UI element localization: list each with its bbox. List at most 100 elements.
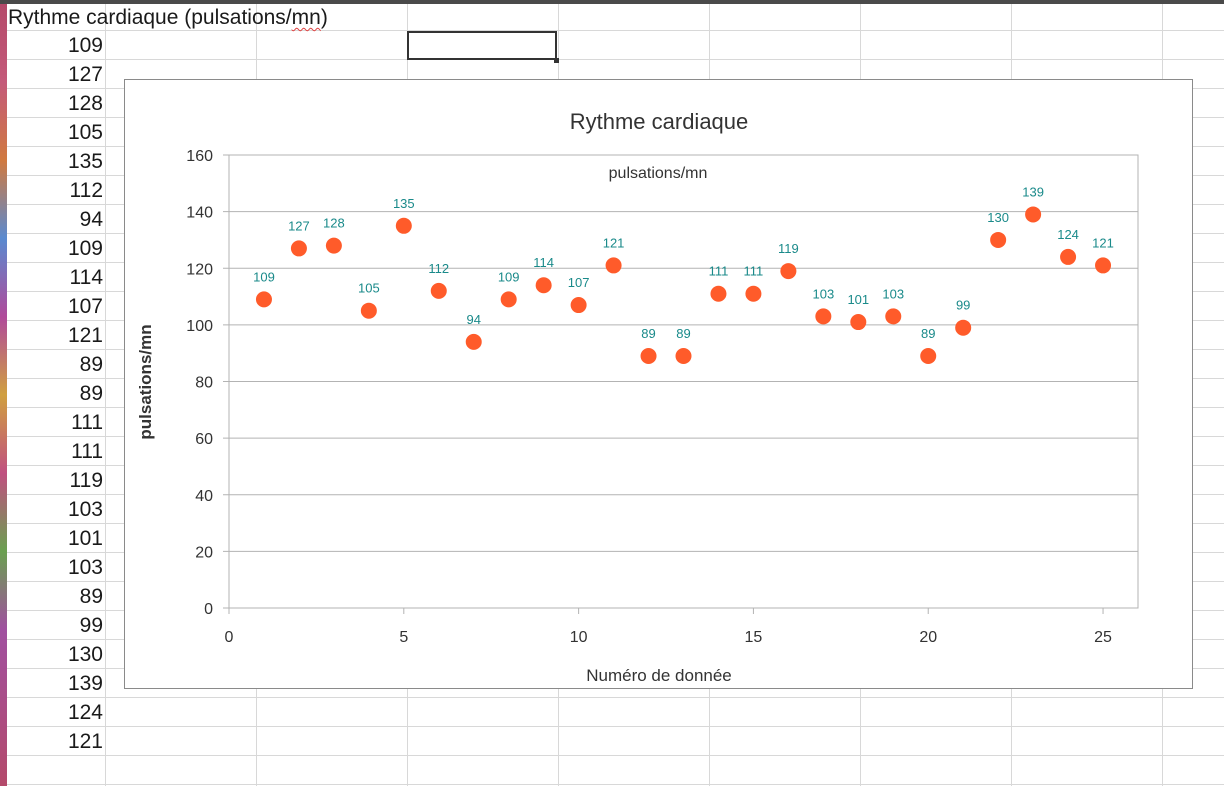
x-tick-label: 5 (399, 629, 408, 646)
data-point (325, 237, 342, 254)
data-label: 112 (428, 261, 449, 276)
value-cell[interactable]: 107 (67, 295, 103, 318)
data-point (990, 231, 1007, 248)
data-label: 119 (778, 241, 799, 256)
row-divider (7, 784, 1224, 785)
column-header-cell[interactable]: Rythme cardiaque (pulsations/mn) (8, 7, 328, 29)
value-cell[interactable]: 111 (71, 440, 103, 463)
y-tick-label: 20 (195, 544, 213, 561)
data-label: 89 (641, 326, 655, 341)
value-cell[interactable]: 111 (71, 411, 103, 434)
data-point (675, 348, 692, 365)
value-cell[interactable]: 109 (67, 34, 103, 57)
row-divider (7, 726, 1224, 727)
value-cell[interactable]: 121 (67, 730, 103, 753)
data-point (955, 319, 972, 336)
data-label: 130 (987, 210, 1009, 225)
value-cell[interactable]: 99 (79, 614, 103, 637)
data-point (500, 291, 517, 308)
x-tick-label: 15 (745, 629, 763, 646)
data-label: 121 (1092, 235, 1114, 250)
value-cell[interactable]: 105 (67, 121, 103, 144)
value-cell[interactable]: 103 (67, 498, 103, 521)
value-cell[interactable]: 109 (67, 237, 103, 260)
y-tick-label: 80 (195, 375, 213, 392)
data-label: 99 (956, 298, 970, 313)
data-label: 103 (812, 286, 834, 301)
y-tick-label: 60 (195, 431, 213, 448)
x-axis-title: Numéro de donnée (586, 666, 732, 685)
value-cell[interactable]: 130 (67, 643, 103, 666)
value-cell[interactable]: 89 (79, 585, 103, 608)
x-tick-label: 25 (1094, 629, 1112, 646)
value-cell[interactable]: 103 (67, 556, 103, 579)
data-label: 111 (744, 264, 764, 279)
value-cell[interactable]: 135 (67, 150, 103, 173)
row-divider (7, 59, 1224, 60)
data-point (1025, 206, 1042, 223)
data-point (920, 348, 937, 365)
row-divider (7, 755, 1224, 756)
data-point (255, 291, 272, 308)
row-divider (7, 697, 1224, 698)
value-cell[interactable]: 101 (67, 527, 103, 550)
y-tick-label: 0 (204, 601, 213, 618)
data-point (885, 308, 902, 325)
y-tick-label: 120 (186, 261, 213, 278)
chart-object[interactable]: Rythme cardiaque pulsations/mn Numéro de… (124, 79, 1193, 689)
data-point (605, 257, 622, 274)
data-label: 127 (288, 218, 310, 233)
data-point (570, 297, 587, 314)
value-cell[interactable]: 112 (69, 179, 103, 202)
value-cell[interactable]: 119 (69, 469, 103, 492)
data-point (360, 302, 377, 319)
fill-handle[interactable] (554, 58, 559, 63)
legend-label: pulsations/mn (609, 165, 708, 182)
data-label: 114 (533, 255, 554, 270)
data-label: 121 (603, 235, 625, 250)
data-label: 109 (253, 269, 275, 284)
row-divider (7, 30, 1224, 31)
header-text-misspelled: mn (291, 6, 321, 29)
value-cell[interactable]: 124 (67, 701, 103, 724)
data-label: 94 (466, 312, 480, 327)
x-tick-label: 0 (225, 629, 234, 646)
y-tick-label: 160 (186, 148, 213, 165)
data-label: 101 (847, 292, 869, 307)
data-point (535, 277, 552, 294)
value-cell[interactable]: 128 (67, 92, 103, 115)
value-cell[interactable]: 94 (79, 208, 103, 231)
value-cell[interactable]: 114 (69, 266, 103, 289)
value-cell[interactable]: 139 (67, 672, 103, 695)
x-tick-label: 10 (570, 629, 588, 646)
data-point (1060, 248, 1077, 265)
y-tick-label: 40 (195, 488, 213, 505)
data-label: 103 (882, 286, 904, 301)
header-text-close: ) (320, 6, 328, 29)
plot-frame (228, 154, 1139, 609)
data-label: 111 (709, 264, 729, 279)
data-point (815, 308, 832, 325)
scatter-chart: Rythme cardiaque pulsations/mn Numéro de… (136, 109, 1139, 685)
data-label: 124 (1057, 227, 1079, 242)
data-label: 135 (393, 196, 415, 211)
data-point (290, 240, 307, 257)
selected-cell[interactable] (407, 31, 557, 60)
data-label: 109 (498, 269, 520, 284)
y-tick-label: 100 (186, 318, 213, 335)
chart-title: Rythme cardiaque (570, 109, 749, 134)
data-point (850, 314, 867, 331)
data-label: 105 (358, 281, 380, 296)
value-cell[interactable]: 121 (67, 324, 103, 347)
data-label: 107 (568, 275, 590, 290)
value-cell[interactable]: 89 (79, 382, 103, 405)
y-axis-title: pulsations/mn (136, 324, 155, 439)
value-cell[interactable]: 89 (79, 353, 103, 376)
data-label: 128 (323, 216, 345, 231)
value-cell[interactable]: 127 (67, 63, 103, 86)
data-point (780, 263, 797, 280)
data-label: 89 (921, 326, 935, 341)
x-tick-label: 20 (919, 629, 937, 646)
data-label: 139 (1022, 184, 1044, 199)
data-point (640, 348, 657, 365)
